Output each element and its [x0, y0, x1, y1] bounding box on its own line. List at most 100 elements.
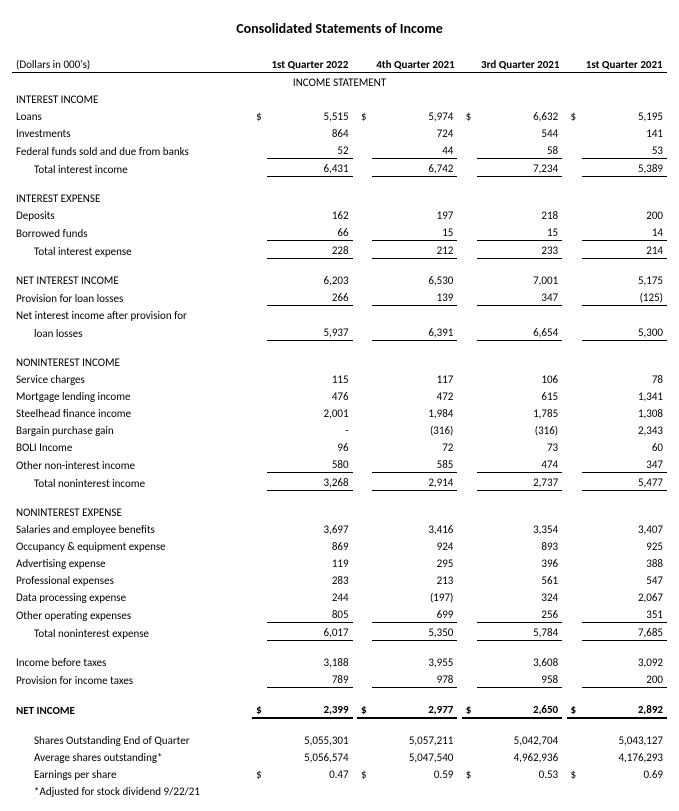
currency-symbol: $ — [567, 107, 582, 124]
currency-symbol: $ — [462, 765, 477, 782]
table-row: Data processing expense 244 (197) 324 2,… — [12, 588, 667, 605]
cell-value: 561 — [477, 571, 562, 588]
cell-value: 2,343 — [582, 421, 667, 438]
cell-value: 2,737 — [477, 473, 562, 491]
cell-value: 5,389 — [582, 159, 667, 177]
cell-value: 3,092 — [582, 653, 667, 670]
cell-value: 958 — [477, 670, 562, 688]
report-title: Consolidated Statements of Income — [12, 20, 667, 37]
row-label: Total interest expense — [12, 241, 252, 259]
cell-value: 266 — [267, 288, 352, 306]
cell-value: 388 — [582, 554, 667, 571]
cell-value: 283 — [267, 571, 352, 588]
table-row: loan losses 5,937 6,391 6,654 5,300 — [12, 323, 667, 341]
cell-value: 14 — [582, 223, 667, 241]
table-row: Net interest income after provision for — [12, 306, 667, 324]
table-row: Deposits 162 197 218 200 — [12, 206, 667, 223]
table-row: Average shares outstanding* 5,056,574 5,… — [12, 748, 667, 765]
cell-value: 472 — [372, 387, 457, 404]
table-row: Occupancy & equipment expense 869 924 89… — [12, 537, 667, 554]
table-row: Other non-interest income 580 585 474 34… — [12, 455, 667, 473]
cell-value: 699 — [372, 605, 457, 623]
currency-symbol: $ — [567, 765, 582, 782]
cell-value: 6,203 — [267, 271, 352, 288]
row-label: Salaries and employee benefits — [12, 520, 252, 537]
row-label: Occupancy & equipment expense — [12, 537, 252, 554]
cell-value: 2,399 — [267, 700, 352, 718]
cell-value: 15 — [372, 223, 457, 241]
currency-symbol: $ — [357, 107, 372, 124]
cell-value: 5,350 — [372, 623, 457, 641]
cell-value: (125) — [582, 288, 667, 306]
cell-value: 3,608 — [477, 653, 562, 670]
cell-value: 228 — [267, 241, 352, 259]
cell-value: 139 — [372, 288, 457, 306]
currency-symbol: $ — [567, 700, 582, 718]
cell-value: 3,407 — [582, 520, 667, 537]
row-label: Federal funds sold and due from banks — [12, 141, 252, 159]
cell-value: 58 — [477, 141, 562, 159]
cell-value: 119 — [267, 554, 352, 571]
row-label: Average shares outstanding* — [12, 748, 252, 765]
cell-value: 724 — [372, 124, 457, 141]
cell-value: 347 — [582, 455, 667, 473]
row-label: Income before taxes — [12, 653, 252, 670]
noninterest-income-header: NONINTEREST INCOME — [12, 353, 252, 370]
table-row: Professional expenses 283 213 561 547 — [12, 571, 667, 588]
cell-value: 233 — [477, 241, 562, 259]
cell-value: 5,043,127 — [582, 731, 667, 748]
row-label: NET INTEREST INCOME — [12, 271, 252, 288]
row-label: NET INCOME — [12, 700, 252, 718]
interest-expense-header: INTEREST EXPENSE — [12, 189, 252, 206]
table-row: Provision for income taxes 789 978 958 2… — [12, 670, 667, 688]
cell-value: - — [267, 421, 352, 438]
cell-value: (197) — [372, 588, 457, 605]
cell-value: 925 — [582, 537, 667, 554]
cell-value: 6,632 — [477, 107, 562, 124]
table-row: Total interest expense 228 212 233 214 — [12, 241, 667, 259]
col2-header: 4th Quarter 2021 — [372, 55, 457, 73]
cell-value: 15 — [477, 223, 562, 241]
cell-value: 218 — [477, 206, 562, 223]
row-label: Borrowed funds — [12, 223, 252, 241]
cell-value: 52 — [267, 141, 352, 159]
cell-value: 0.53 — [477, 765, 562, 782]
cell-value: 2,914 — [372, 473, 457, 491]
cell-value: 6,742 — [372, 159, 457, 177]
cell-value: 2,977 — [372, 700, 457, 718]
cell-value: 544 — [477, 124, 562, 141]
col1-header: 1st Quarter 2022 — [267, 55, 352, 73]
table-row: Other operating expenses 805 699 256 351 — [12, 605, 667, 623]
cell-value: 72 — [372, 438, 457, 455]
cell-value: 212 — [372, 241, 457, 259]
row-label: Steelhead finance income — [12, 404, 252, 421]
cell-value: 5,974 — [372, 107, 457, 124]
cell-value: 214 — [582, 241, 667, 259]
table-row: Service charges 115 117 106 78 — [12, 370, 667, 387]
cell-value: 5,515 — [267, 107, 352, 124]
cell-value: 73 — [477, 438, 562, 455]
row-label: Total noninterest expense — [12, 623, 252, 641]
currency-symbol: $ — [357, 765, 372, 782]
row-label: Loans — [12, 107, 252, 124]
cell-value: 5,300 — [582, 323, 667, 341]
cell-value: 585 — [372, 455, 457, 473]
cell-value: 580 — [267, 455, 352, 473]
cell-value: 1,341 — [582, 387, 667, 404]
table-row: Steelhead finance income 2,001 1,984 1,7… — [12, 404, 667, 421]
row-label: Total interest income — [12, 159, 252, 177]
table-row: Investments 864 724 544 141 — [12, 124, 667, 141]
cell-value: 5,055,301 — [267, 731, 352, 748]
cell-value: 0.59 — [372, 765, 457, 782]
cell-value: 141 — [582, 124, 667, 141]
row-label: Advertising expense — [12, 554, 252, 571]
cell-value: 200 — [582, 206, 667, 223]
cell-value: 1,984 — [372, 404, 457, 421]
statement-label: INCOME STATEMENT — [12, 73, 667, 91]
cell-value: 5,057,211 — [372, 731, 457, 748]
table-row: BOLI Income 96 72 73 60 — [12, 438, 667, 455]
table-row: Salaries and employee benefits 3,697 3,4… — [12, 520, 667, 537]
cell-value: 2,892 — [582, 700, 667, 718]
cell-value: 6,654 — [477, 323, 562, 341]
cell-value: 106 — [477, 370, 562, 387]
